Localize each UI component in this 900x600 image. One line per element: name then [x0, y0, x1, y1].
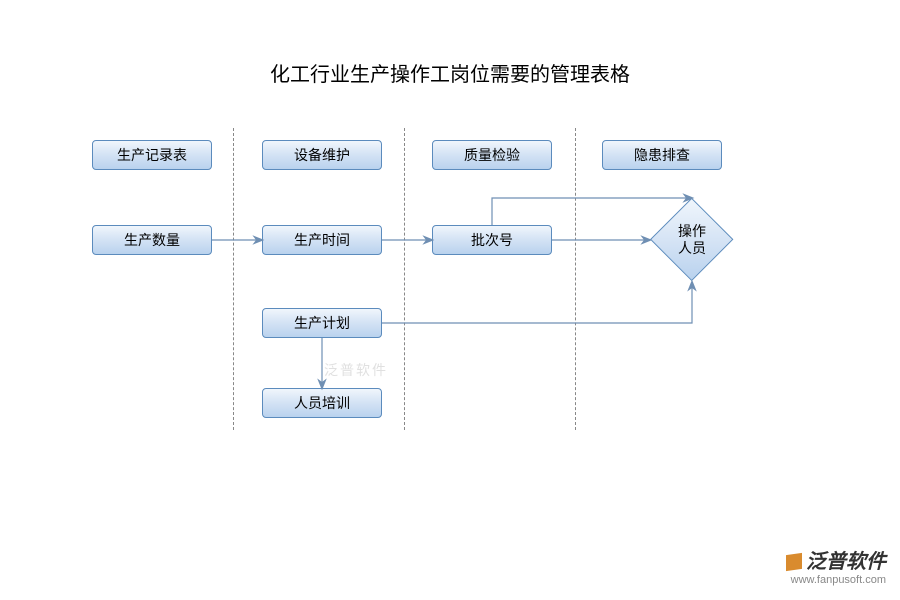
box-batch-no: 批次号 — [432, 225, 552, 255]
box-production-record: 生产记录表 — [92, 140, 212, 170]
divider-2 — [404, 128, 405, 430]
box-production-qty: 生产数量 — [92, 225, 212, 255]
divider-3 — [575, 128, 576, 430]
logo-cube-icon — [786, 553, 802, 571]
box-hazard-inspect: 隐患排查 — [602, 140, 722, 170]
footer-url: www.fanpusoft.com — [786, 574, 886, 586]
box-staff-training: 人员培训 — [262, 388, 382, 418]
brand-text: 泛普软件 — [806, 551, 886, 573]
footer-logo: 泛普软件 www.fanpusoft.com — [786, 545, 886, 586]
diamond-operator — [650, 198, 734, 282]
box-production-plan: 生产计划 — [262, 308, 382, 338]
divider-1 — [233, 128, 234, 430]
box-equipment-maint: 设备维护 — [262, 140, 382, 170]
box-production-time: 生产时间 — [262, 225, 382, 255]
flowchart-canvas: 化工行业生产操作工岗位需要的管理表格 生产记录表 设备维护 质量检验 隐患排查 … — [0, 0, 900, 600]
box-quality-check: 质量检验 — [432, 140, 552, 170]
watermark: 泛普软件 — [324, 360, 388, 380]
page-title: 化工行业生产操作工岗位需要的管理表格 — [0, 58, 900, 87]
edges-layer — [0, 0, 900, 600]
